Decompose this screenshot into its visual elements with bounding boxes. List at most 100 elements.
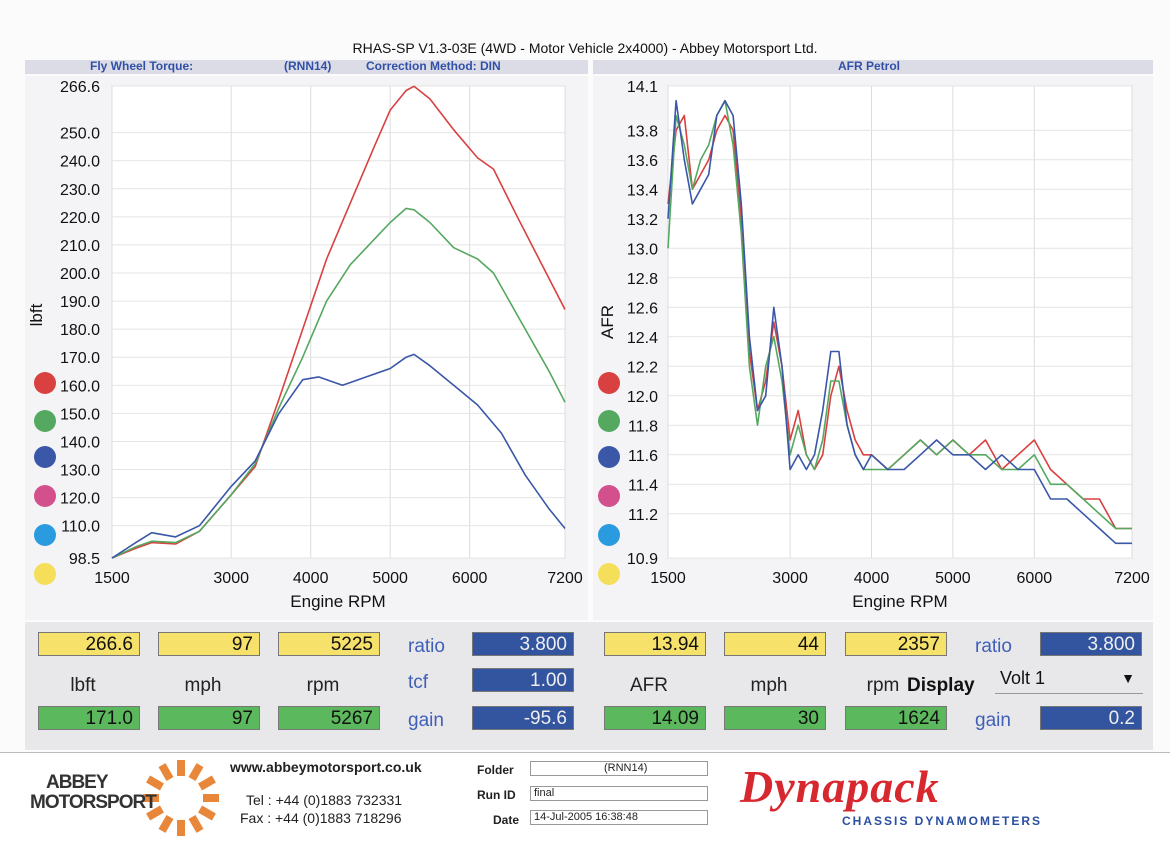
afr-mph-peak-value: 44 <box>724 632 826 656</box>
y-tick-label-0-4: 220.0 <box>60 210 100 227</box>
rpm-cursor-value: 5267 <box>278 706 380 730</box>
legend-dot-0-3[interactable] <box>34 485 56 507</box>
x-tick-label-1-1: 3000 <box>772 570 808 587</box>
x-tick-label-1-2: 4000 <box>854 570 890 587</box>
x-axis-label-1: Engine RPM <box>852 592 947 611</box>
abbey-logo: ABBEY MOTORSPORT <box>26 758 226 838</box>
x-tick-label-0-4: 6000 <box>452 570 488 587</box>
y-tick-label-1-13: 11.4 <box>628 477 658 494</box>
y-tick-label-1-6: 12.8 <box>627 271 658 288</box>
y-tick-label-1-8: 12.4 <box>627 330 658 347</box>
y-tick-label-1-15: 10.9 <box>627 551 658 568</box>
gain-value[interactable]: -95.6 <box>472 706 574 730</box>
legend-dot-1-2[interactable] <box>598 446 620 468</box>
display-label: Display <box>907 675 975 696</box>
display-select[interactable]: Volt 1 ▼ <box>995 668 1143 694</box>
display-select-value: Volt 1 <box>1000 668 1046 688</box>
afr-ratio-label: ratio <box>975 636 1012 657</box>
right-header-bar <box>593 60 1153 74</box>
x-tick-label-0-0: 1500 <box>94 570 130 587</box>
folder-label: Folder <box>477 763 514 777</box>
legend-dot-1-4[interactable] <box>598 524 620 546</box>
website-link[interactable]: www.abbeymotorsport.co.uk <box>230 759 422 775</box>
date-field[interactable]: 14-Jul-2005 16:38:48 <box>530 810 708 825</box>
y-tick-label-1-10: 12.0 <box>627 389 658 406</box>
y-tick-label-0-6: 200.0 <box>60 266 100 283</box>
y-tick-label-0-5: 210.0 <box>60 238 100 255</box>
y-tick-label-1-12: 11.6 <box>628 448 658 465</box>
plot-area-0 <box>111 85 566 559</box>
dynapack-subtitle: CHASSIS DYNAMOMETERS <box>842 814 1043 828</box>
y-tick-label-0-1: 250.0 <box>60 126 100 143</box>
x-tick-label-1-4: 6000 <box>1017 570 1053 587</box>
x-tick-label-1-5: 7200 <box>1114 570 1150 587</box>
torque-cursor-value: 171.0 <box>38 706 140 730</box>
tcf-value[interactable]: 1.00 <box>472 668 574 692</box>
gain-label: gain <box>408 710 444 731</box>
y-tick-label-1-1: 13.8 <box>627 123 658 140</box>
dynapack-logo: Dynapack <box>740 761 940 812</box>
y-tick-label-1-4: 13.2 <box>627 212 658 229</box>
fax-text: Fax : +44 (0)1883 718296 <box>240 810 402 826</box>
y-axis-label-0: lbft <box>27 303 46 326</box>
charts-svg: 1500 3000 4000 5000 6000 7200 266.6 250.0 240.0 2… <box>27 79 1150 611</box>
series-line-1-2 <box>667 99 1132 545</box>
legend-dot-1-3[interactable] <box>598 485 620 507</box>
series-line-0-2 <box>111 353 566 559</box>
y-tick-label-1-5: 13.0 <box>627 241 658 258</box>
x-tick-label-0-2: 4000 <box>293 570 329 587</box>
chevron-down-icon: ▼ <box>1121 670 1135 686</box>
x-tick-label-0-5: 7200 <box>547 570 583 587</box>
legend-dot-1-0[interactable] <box>598 372 620 394</box>
y-tick-label-0-16: 98.5 <box>69 551 100 568</box>
logo-line1: ABBEY <box>46 772 109 793</box>
y-tick-label-1-0: 14.1 <box>627 79 658 96</box>
afr-rpm-cursor-value: 1624 <box>845 706 947 730</box>
date-label: Date <box>493 813 520 827</box>
afr-mph-label: mph <box>750 675 788 696</box>
legend-dot-0-4[interactable] <box>34 524 56 546</box>
y-tick-label-0-8: 180.0 <box>60 322 100 339</box>
afr-ratio-value[interactable]: 3.800 <box>1040 632 1142 656</box>
legend-dot-0-1[interactable] <box>34 410 56 432</box>
ratio-value[interactable]: 3.800 <box>472 632 574 656</box>
afr-label: AFR <box>630 675 668 696</box>
y-tick-label-0-14: 120.0 <box>60 491 100 508</box>
y-tick-label-0-9: 170.0 <box>60 350 100 367</box>
y-tick-label-0-0: 266.6 <box>60 79 100 96</box>
folder-value: (RNN14) <box>604 762 648 774</box>
afr-rpm-label: rpm <box>866 675 900 696</box>
legend-dot-1-1[interactable] <box>598 410 620 432</box>
y-tick-label-0-7: 190.0 <box>60 294 100 311</box>
report-title: RHAS-SP V1.3-03E (4WD - Motor Vehicle 2x… <box>352 40 818 56</box>
y-tick-label-0-12: 140.0 <box>60 434 100 451</box>
rpm-peak-value: 5225 <box>278 632 380 656</box>
afr-rpm-peak-value: 2357 <box>845 632 947 656</box>
x-tick-label-0-3: 5000 <box>372 570 408 587</box>
series-line-0-1 <box>111 207 566 559</box>
run-label: (RNN14) <box>284 59 332 73</box>
mph-label: mph <box>184 675 222 696</box>
y-tick-label-0-13: 130.0 <box>60 463 100 480</box>
legend-dot-0-2[interactable] <box>34 446 56 468</box>
y-tick-label-1-9: 12.2 <box>627 359 658 376</box>
tel-text: Tel : +44 (0)1883 732331 <box>246 792 403 808</box>
y-tick-label-1-2: 13.6 <box>627 153 658 170</box>
y-tick-label-1-7: 12.6 <box>627 300 658 317</box>
runid-field[interactable]: final <box>530 786 708 801</box>
y-tick-label-0-2: 240.0 <box>60 154 100 171</box>
y-tick-label-1-14: 11.2 <box>628 507 658 524</box>
legend-dot-1-5[interactable] <box>598 563 620 585</box>
x-axis-label-0: Engine RPM <box>290 592 385 611</box>
ratio-label: ratio <box>408 636 445 657</box>
folder-field[interactable]: (RNN14) <box>530 761 708 776</box>
x-tick-label-1-3: 5000 <box>935 570 971 587</box>
legend-dot-0-5[interactable] <box>34 563 56 585</box>
logo-line2: MOTORSPORT <box>30 792 157 813</box>
afr-gain-value[interactable]: 0.2 <box>1040 706 1142 730</box>
afr-cursor-value: 14.09 <box>604 706 706 730</box>
y-tick-label-0-10: 160.0 <box>60 378 100 395</box>
y-tick-label-0-3: 230.0 <box>60 182 100 199</box>
legend-dot-0-0[interactable] <box>34 372 56 394</box>
x-tick-label-0-1: 3000 <box>213 570 249 587</box>
